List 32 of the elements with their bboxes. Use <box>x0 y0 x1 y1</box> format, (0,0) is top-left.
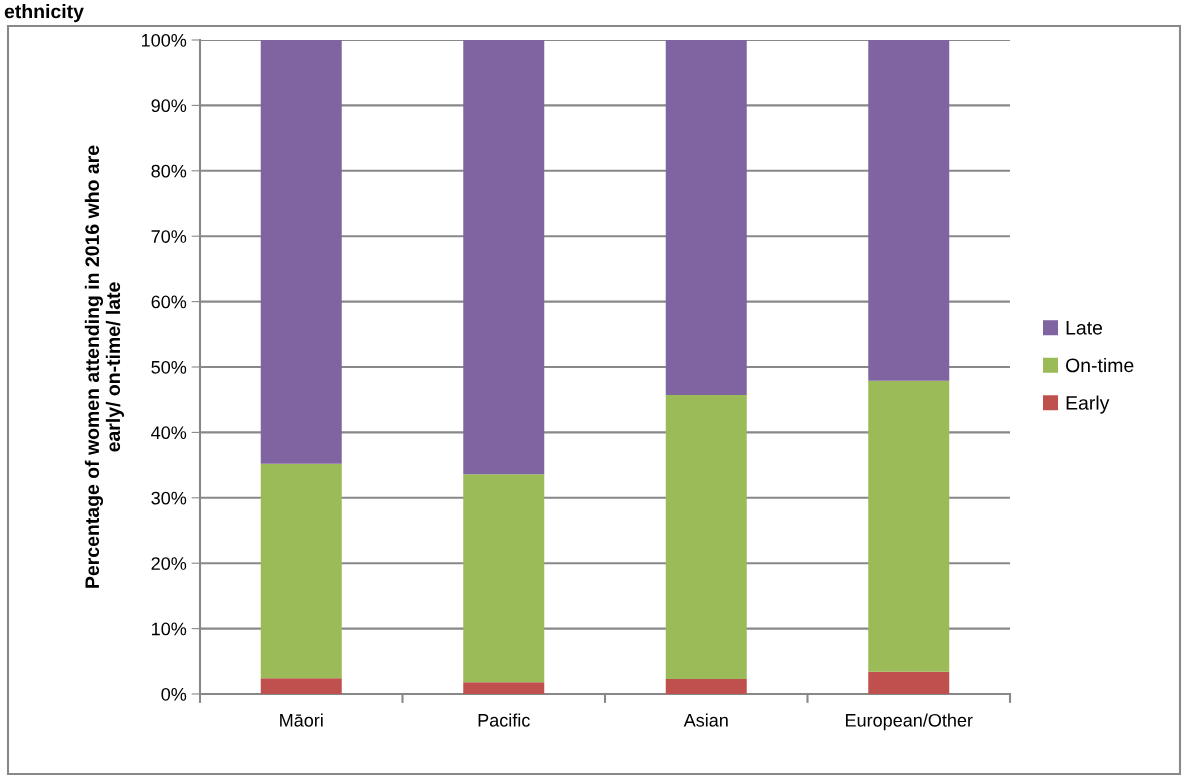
y-tick-label: 60% <box>151 295 187 309</box>
bar <box>260 463 342 679</box>
y-tick-label: 0% <box>161 687 187 701</box>
y-tick-label: 50% <box>151 360 187 374</box>
y-tick-label: 30% <box>151 491 187 505</box>
y-tick-label: 100% <box>142 33 187 47</box>
y-tick-label: 80% <box>151 164 187 178</box>
y-tick-label: 70% <box>151 230 187 243</box>
bar <box>463 474 545 683</box>
y-tick-label: 90% <box>151 99 187 113</box>
bar <box>260 678 342 694</box>
legend-label: Late <box>1066 321 1103 335</box>
text: ethnicity <box>4 4 84 23</box>
bar <box>868 380 950 672</box>
x-tick-label: Pacific <box>478 713 530 727</box>
x-tick-label: Māori <box>280 713 323 727</box>
y-tick-label: 40% <box>151 426 187 440</box>
bar <box>868 671 950 694</box>
y-tick-label: 20% <box>151 557 187 570</box>
bar <box>463 40 545 475</box>
x-tick-label: Asian <box>683 713 728 727</box>
legend-label: On-time <box>1066 357 1134 373</box>
bar <box>665 678 747 694</box>
legend-label: Early <box>1066 395 1110 414</box>
bar <box>665 40 747 396</box>
bar <box>463 682 545 694</box>
x-tick-label: European/Other <box>846 713 973 731</box>
bar <box>260 40 342 464</box>
bar <box>868 40 950 381</box>
y-axis-title: Percentage of women attending in 2016 who are early/ on-time/ late <box>84 145 124 588</box>
y-tick-label: 10% <box>152 622 187 636</box>
bar <box>665 395 747 679</box>
